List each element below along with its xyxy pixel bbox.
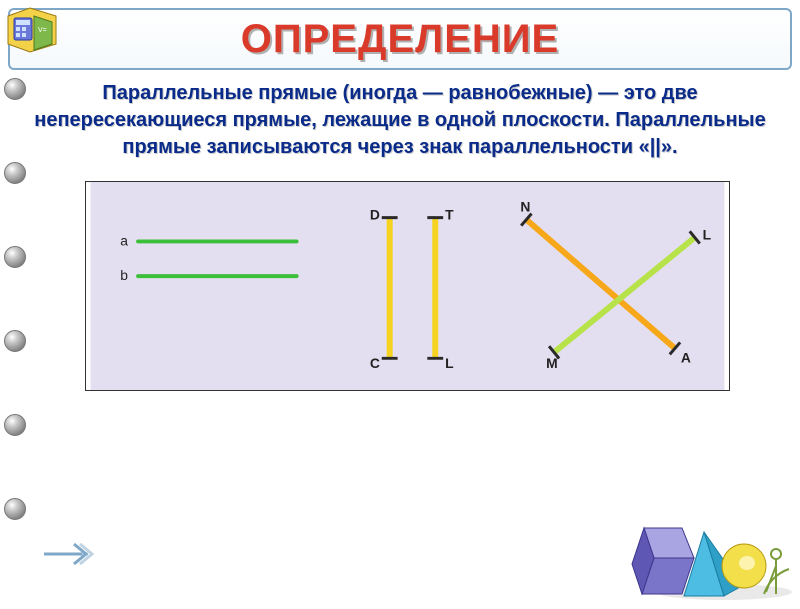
- svg-text:L: L: [445, 355, 454, 371]
- svg-text:A: A: [681, 349, 691, 365]
- svg-text:V=: V=: [38, 27, 47, 34]
- geometric-shapes-icon: [624, 514, 794, 604]
- rivet-icon: [4, 78, 26, 100]
- rivet-icon: [4, 414, 26, 436]
- svg-text:N: N: [520, 199, 530, 215]
- title-bar: V= ОПРЕДЕЛЕНИЕ: [8, 8, 792, 70]
- parallel-lines-diagram: a b D T C L N L M A: [85, 181, 730, 391]
- svg-text:T: T: [445, 207, 454, 223]
- decorative-rivets: [4, 78, 34, 582]
- definition-body: Параллельные прямые (иногда — равнобежны…: [30, 80, 770, 161]
- svg-text:L: L: [703, 226, 712, 242]
- svg-text:a: a: [120, 232, 128, 248]
- svg-text:D: D: [370, 207, 380, 223]
- diagram-svg: a b D T C L N L M A: [86, 182, 729, 390]
- svg-text:M: M: [546, 355, 558, 371]
- nav-arrow-icon[interactable]: [42, 539, 98, 574]
- calculator-book-icon: V=: [4, 4, 64, 64]
- page-title: ОПРЕДЕЛЕНИЕ: [241, 17, 559, 62]
- svg-text:b: b: [120, 267, 128, 283]
- rivet-icon: [4, 162, 26, 184]
- rivet-icon: [4, 498, 26, 520]
- rivet-icon: [4, 246, 26, 268]
- rivet-icon: [4, 330, 26, 352]
- svg-text:C: C: [370, 355, 380, 371]
